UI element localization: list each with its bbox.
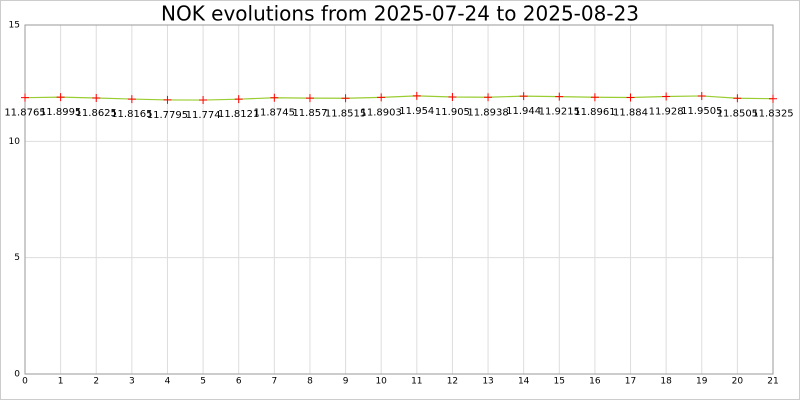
x-tick-label: 21 [767, 377, 778, 387]
value-label: 11.8165 [111, 109, 152, 120]
value-label: 11.954 [399, 106, 434, 117]
x-tick-label: 7 [271, 377, 277, 387]
value-label: 11.8995 [40, 107, 81, 118]
value-label: 11.8121 [218, 109, 259, 120]
value-label: 11.8505 [717, 108, 758, 119]
marker [21, 93, 29, 102]
marker [519, 92, 528, 101]
x-tick-label: 13 [482, 377, 493, 387]
x-tick-label: 15 [554, 377, 565, 387]
marker [305, 94, 314, 103]
chart-title: NOK evolutions from 2025-07-24 to 2025-0… [161, 2, 639, 26]
value-label: 11.857 [292, 108, 327, 119]
marker [769, 94, 777, 103]
x-tick-label: 5 [200, 377, 206, 387]
value-label: 11.905 [435, 107, 470, 118]
value-label: 11.884 [613, 107, 648, 118]
marker [626, 93, 635, 102]
x-tick-label: 4 [165, 377, 171, 387]
value-label: 11.7795 [147, 110, 188, 121]
value-label: 11.944 [506, 106, 541, 117]
x-tick-label: 8 [307, 377, 313, 387]
marker [234, 95, 243, 104]
marker [377, 93, 386, 102]
marker [662, 92, 671, 101]
y-tick-label: 15 [9, 21, 20, 31]
x-tick-label: 6 [236, 377, 242, 387]
x-tick-label: 2 [93, 377, 99, 387]
marker [341, 94, 350, 103]
x-tick-label: 16 [589, 377, 601, 387]
value-label: 11.8515 [325, 108, 366, 119]
x-tick-label: 20 [732, 377, 744, 387]
x-tick-label: 11 [411, 377, 422, 387]
y-tick-label: 5 [14, 253, 20, 263]
x-tick-label: 14 [518, 377, 530, 387]
plot-frame [24, 24, 774, 375]
line [24, 95, 774, 101]
x-tick-label: 1 [58, 377, 64, 387]
value-label: 11.9505 [681, 106, 722, 117]
marker [697, 91, 706, 100]
marker [590, 93, 599, 102]
value-label: 11.8325 [752, 109, 793, 120]
x-tick-label: 18 [660, 377, 672, 387]
value-label: 11.8745 [254, 108, 295, 119]
x-tick-label: 9 [343, 377, 349, 387]
value-label: 11.8938 [467, 107, 508, 118]
value-label: 11.8961 [574, 107, 615, 118]
marker [163, 95, 172, 104]
marker [127, 95, 136, 104]
value-label: 11.9215 [539, 107, 580, 118]
value-label: 11.8625 [76, 108, 117, 119]
x-tick-label: 19 [696, 377, 708, 387]
marker [412, 91, 421, 100]
value-label: 11.8903 [361, 107, 402, 118]
x-tick-label: 10 [375, 377, 387, 387]
x-tick-label: 0 [22, 377, 28, 387]
marker [92, 93, 101, 102]
value-label: 11.8765 [4, 108, 45, 119]
marker [270, 93, 279, 102]
value-label: 11.928 [649, 106, 684, 117]
marker [199, 96, 208, 105]
y-tick-label: 10 [9, 137, 21, 147]
x-tick-label: 3 [129, 377, 135, 387]
x-tick-label: 17 [625, 377, 636, 387]
marker [448, 93, 457, 102]
marker [484, 93, 493, 102]
marker [555, 92, 564, 101]
x-tick-label: 12 [447, 377, 458, 387]
y-tick-label: 0 [14, 370, 20, 380]
marker [56, 93, 65, 102]
marker [733, 94, 742, 103]
value-label: 11.774 [186, 110, 221, 121]
